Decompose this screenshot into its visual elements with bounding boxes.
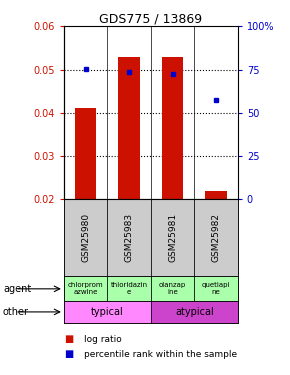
Text: olanzap
ine: olanzap ine: [159, 282, 186, 296]
Bar: [107, 276, 151, 302]
Bar: [194, 276, 238, 302]
Text: percentile rank within the sample: percentile rank within the sample: [84, 350, 237, 359]
Bar: [75, 108, 96, 200]
Bar: [64, 302, 151, 322]
Bar: [151, 200, 194, 276]
Text: GSM25983: GSM25983: [124, 213, 134, 262]
Text: log ratio: log ratio: [84, 335, 122, 344]
Bar: [118, 57, 140, 200]
Text: chlorprom
azwine: chlorprom azwine: [68, 282, 103, 296]
Text: typical: typical: [91, 307, 124, 317]
Bar: [205, 191, 227, 200]
Bar: [64, 200, 107, 276]
Bar: [151, 302, 238, 322]
Text: GSM25981: GSM25981: [168, 213, 177, 262]
Text: atypical: atypical: [175, 307, 214, 317]
Text: GSM25980: GSM25980: [81, 213, 90, 262]
Text: ■: ■: [64, 334, 73, 344]
Text: agent: agent: [3, 284, 31, 294]
Text: GSM25982: GSM25982: [211, 213, 221, 262]
Text: ■: ■: [64, 350, 73, 359]
Bar: [107, 200, 151, 276]
Text: quetiapi
ne: quetiapi ne: [202, 282, 230, 296]
Text: other: other: [3, 307, 29, 317]
Bar: [162, 57, 184, 200]
Bar: [64, 276, 107, 302]
Bar: [151, 276, 194, 302]
Text: thioridazin
e: thioridazin e: [110, 282, 148, 296]
Bar: [194, 200, 238, 276]
Title: GDS775 / 13869: GDS775 / 13869: [99, 12, 202, 25]
